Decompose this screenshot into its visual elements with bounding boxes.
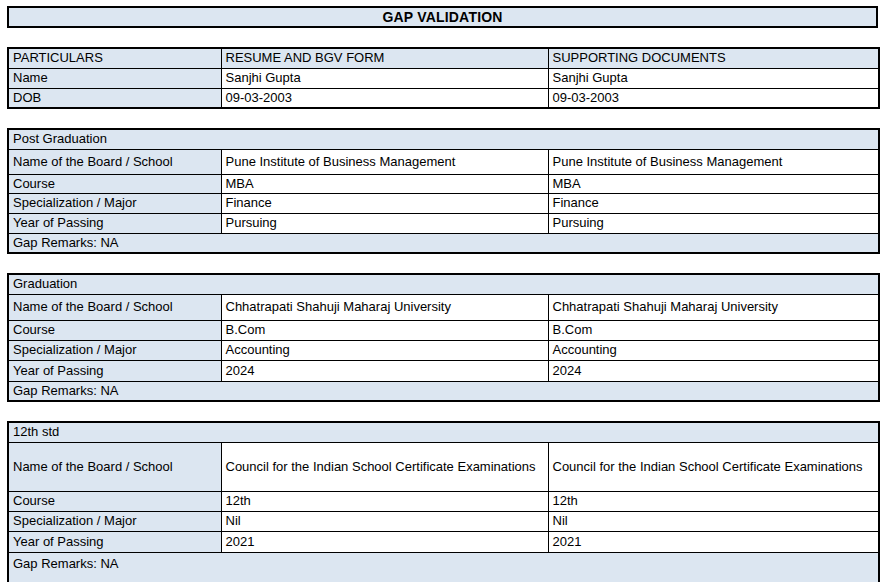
supporting-value: Finance	[548, 193, 879, 213]
gap-remarks: Gap Remarks: NA	[8, 552, 879, 582]
section-heading: Graduation	[8, 274, 879, 294]
resume-value: Pune Institute of Business Management	[221, 149, 548, 174]
section-heading: 12th std	[8, 422, 879, 442]
row-label: Name of the Board / School	[8, 294, 221, 320]
table-row-board: Name of the Board / School Chhatrapati S…	[8, 294, 879, 320]
gap-remarks-row: Gap Remarks: NA	[8, 233, 879, 253]
row-label: Name	[8, 68, 221, 88]
resume-value: Finance	[221, 193, 548, 213]
supporting-value: Sanjhi Gupta	[548, 68, 879, 88]
identity-header-row: PARTICULARS RESUME AND BGV FORM SUPPORTI…	[8, 48, 879, 68]
resume-value: 12th	[221, 491, 548, 511]
identity-table: PARTICULARS RESUME AND BGV FORM SUPPORTI…	[7, 47, 880, 109]
supporting-value: Nil	[548, 511, 879, 531]
table-row-year: Year of Passing 2021 2021	[8, 531, 879, 552]
row-label: DOB	[8, 88, 221, 108]
section-heading-row: Post Graduation	[8, 129, 879, 149]
supporting-value: Pune Institute of Business Management	[548, 149, 879, 174]
table-row-year: Year of Passing Pursuing Pursuing	[8, 213, 879, 233]
resume-value: B.Com	[221, 320, 548, 340]
supporting-value: 12th	[548, 491, 879, 511]
resume-value: 2024	[221, 360, 548, 381]
gap-remarks: Gap Remarks: NA	[8, 381, 879, 401]
resume-value: Nil	[221, 511, 548, 531]
supporting-value: B.Com	[548, 320, 879, 340]
row-label: Year of Passing	[8, 360, 221, 381]
gap-remarks: Gap Remarks: NA	[8, 233, 879, 253]
section-post-graduation: Post Graduation Name of the Board / Scho…	[7, 128, 880, 254]
table-row-course: Course 12th 12th	[8, 491, 879, 511]
section-heading-row: Graduation	[8, 274, 879, 294]
gap-validation-sheet: GAP VALIDATION PARTICULARS RESUME AND BG…	[0, 0, 887, 582]
resume-value: Sanjhi Gupta	[221, 68, 548, 88]
row-label: Course	[8, 491, 221, 511]
section-graduation: Graduation Name of the Board / School Ch…	[7, 273, 880, 402]
row-label: Name of the Board / School	[8, 149, 221, 174]
row-label: Specialization / Major	[8, 193, 221, 213]
table-row-course: Course MBA MBA	[8, 174, 879, 193]
row-label: Year of Passing	[8, 531, 221, 552]
supporting-value: Accounting	[548, 340, 879, 360]
resume-value: Council for the Indian School Certificat…	[221, 442, 548, 491]
supporting-value: Chhatrapati Shahuji Maharaj University	[548, 294, 879, 320]
col-header-supporting: SUPPORTING DOCUMENTS	[548, 48, 879, 68]
row-label: Year of Passing	[8, 213, 221, 233]
sheet-content: GAP VALIDATION PARTICULARS RESUME AND BG…	[7, 6, 879, 582]
section-12th-std: 12th std Name of the Board / School Coun…	[7, 421, 880, 582]
section-heading-row: 12th std	[8, 422, 879, 442]
supporting-value: MBA	[548, 174, 879, 193]
table-row-course: Course B.Com B.Com	[8, 320, 879, 340]
resume-value: 2021	[221, 531, 548, 552]
row-label: Course	[8, 174, 221, 193]
table-row-year: Year of Passing 2024 2024	[8, 360, 879, 381]
table-row-board: Name of the Board / School Pune Institut…	[8, 149, 879, 174]
resume-value: MBA	[221, 174, 548, 193]
resume-value: 09-03-2003	[221, 88, 548, 108]
table-row-board: Name of the Board / School Council for t…	[8, 442, 879, 491]
table-row-specialization: Specialization / Major Nil Nil	[8, 511, 879, 531]
gap-remarks-row: Gap Remarks: NA	[8, 552, 879, 582]
resume-value: Accounting	[221, 340, 548, 360]
supporting-value: Council for the Indian School Certificat…	[548, 442, 879, 491]
gap-remarks-row: Gap Remarks: NA	[8, 381, 879, 401]
row-label: Name of the Board / School	[8, 442, 221, 491]
table-row-name: Name Sanjhi Gupta Sanjhi Gupta	[8, 68, 879, 88]
resume-value: Chhatrapati Shahuji Maharaj University	[221, 294, 548, 320]
supporting-value: Pursuing	[548, 213, 879, 233]
col-header-particulars: PARTICULARS	[8, 48, 221, 68]
row-label: Course	[8, 320, 221, 340]
row-label: Specialization / Major	[8, 511, 221, 531]
table-row-specialization: Specialization / Major Accounting Accoun…	[8, 340, 879, 360]
supporting-value: 09-03-2003	[548, 88, 879, 108]
supporting-value: 2024	[548, 360, 879, 381]
table-row-dob: DOB 09-03-2003 09-03-2003	[8, 88, 879, 108]
col-header-resume: RESUME AND BGV FORM	[221, 48, 548, 68]
supporting-value: 2021	[548, 531, 879, 552]
table-row-specialization: Specialization / Major Finance Finance	[8, 193, 879, 213]
section-heading: Post Graduation	[8, 129, 879, 149]
resume-value: Pursuing	[221, 213, 548, 233]
page-title: GAP VALIDATION	[7, 6, 878, 28]
row-label: Specialization / Major	[8, 340, 221, 360]
